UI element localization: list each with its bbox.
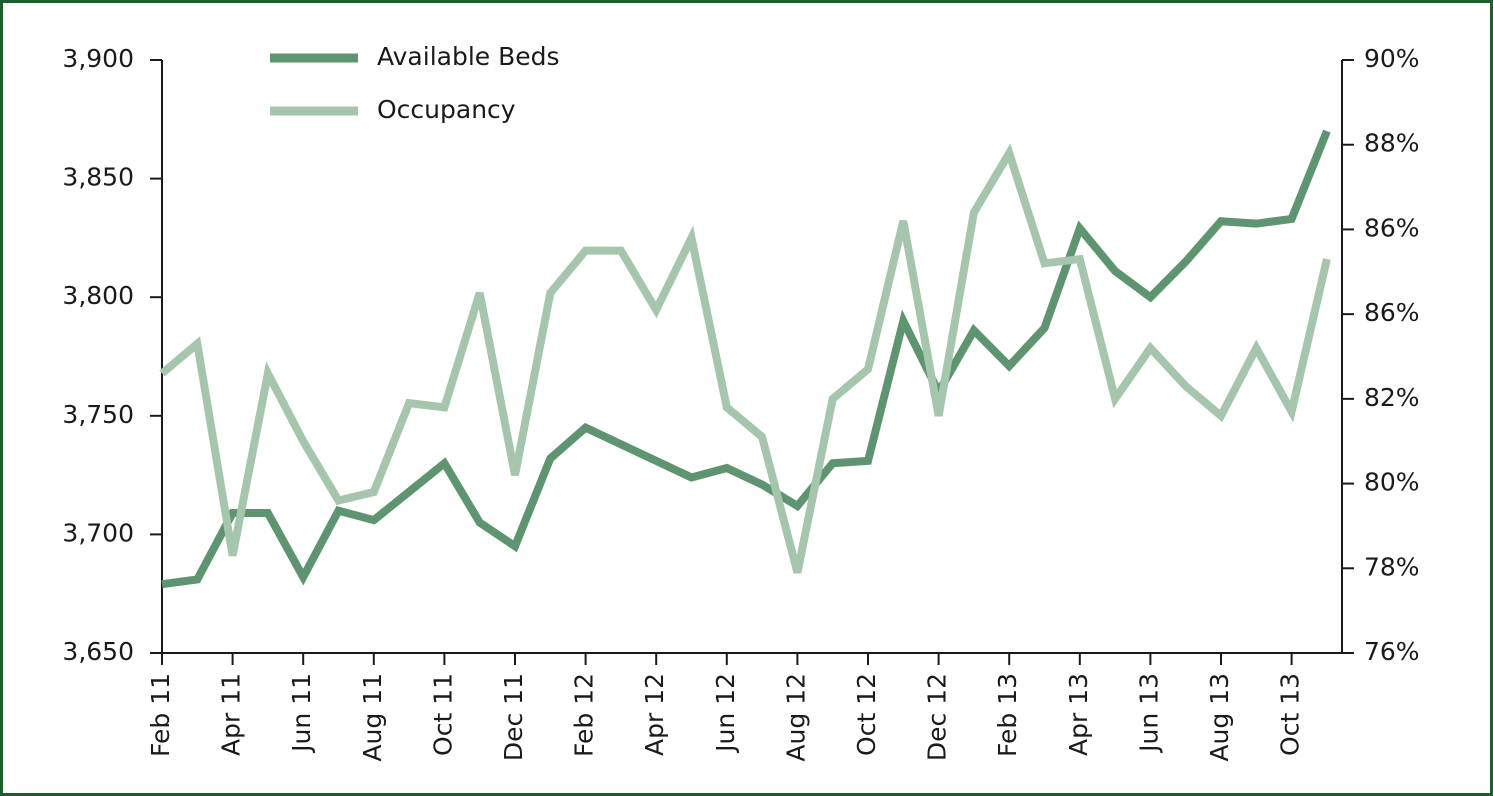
x-tick-label: Feb 11: [146, 673, 175, 757]
legend-label: Occupancy: [377, 95, 516, 124]
x-tick-label: Jun 11: [287, 673, 316, 754]
y2-tick-label: 88%: [1364, 129, 1420, 158]
x-tick-label: Aug 13: [1205, 673, 1234, 762]
x-tick-label: Dec 11: [499, 673, 528, 761]
y-tick-label: 3,850: [62, 163, 134, 192]
y2-tick-label: 76%: [1364, 637, 1420, 666]
x-tick-label: Jun 13: [1134, 673, 1163, 754]
x-tick-label: Dec 12: [923, 673, 952, 761]
x-tick-label: Oct 12: [852, 673, 881, 756]
x-tick-label: Feb 12: [570, 673, 599, 757]
y2-tick-label: 86%: [1364, 298, 1420, 327]
legend-label: Available Beds: [377, 42, 560, 71]
y-tick-label: 3,900: [62, 44, 134, 73]
x-tick-label: Apr 12: [640, 673, 669, 756]
y2-tick-label: 78%: [1364, 552, 1420, 581]
x-tick-label: Aug 12: [781, 673, 810, 762]
y-tick-label: 3,750: [62, 400, 134, 429]
x-tick-label: Feb 13: [993, 673, 1022, 757]
x-tick-label: Aug 11: [358, 673, 387, 762]
y2-tick-label: 80%: [1364, 468, 1420, 497]
series-line: [159, 143, 1331, 574]
series-line: [161, 129, 1331, 589]
y2-tick-label: 90%: [1364, 44, 1420, 73]
y-tick-label: 3,800: [62, 281, 134, 310]
y2-tick-label: 82%: [1364, 383, 1420, 412]
y2-tick-label: 86%: [1364, 213, 1420, 242]
x-tick-label: Apr 11: [217, 673, 246, 756]
y-tick-label: 3,650: [62, 637, 134, 666]
x-tick-label: Jun 12: [711, 673, 740, 754]
y-tick-label: 3,700: [62, 518, 134, 547]
x-tick-label: Apr 13: [1064, 673, 1093, 756]
x-tick-label: Oct 13: [1276, 673, 1305, 756]
x-tick-label: Oct 11: [428, 673, 457, 756]
